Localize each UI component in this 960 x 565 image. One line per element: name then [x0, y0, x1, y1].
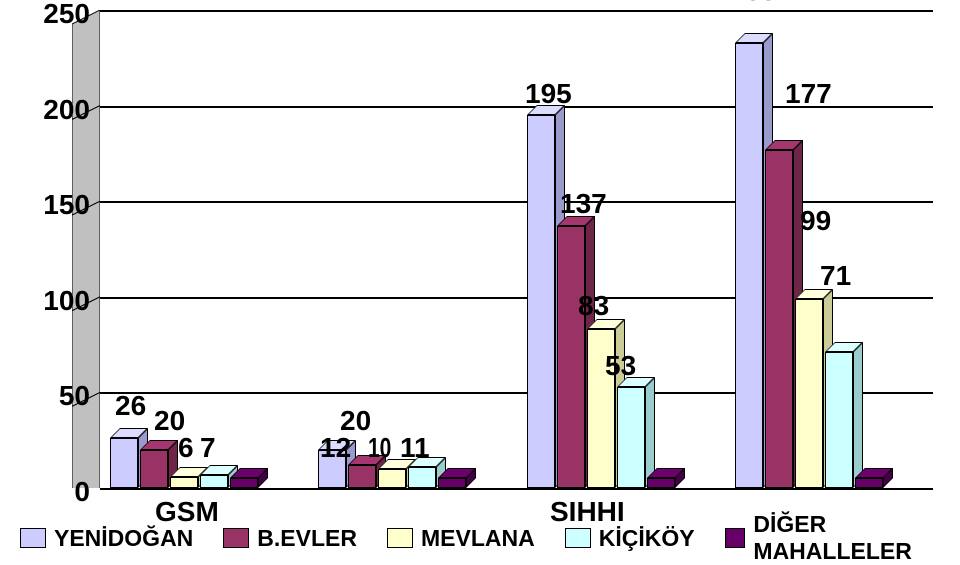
ytick: 150 [20, 189, 90, 221]
bar [735, 43, 763, 488]
value-label: 53 [605, 350, 636, 382]
bar [855, 478, 883, 488]
bar [527, 115, 555, 488]
plot-area: 2620672012101119513783532331779971 [100, 10, 933, 488]
legend-item: DİĞER MAHALLELER [725, 511, 940, 565]
legend-label: YENİDOĞAN [54, 525, 193, 552]
bar [378, 469, 406, 488]
legend-label: MEVLANA [421, 525, 535, 552]
xtick: SIHHI [550, 496, 625, 528]
ytick: 50 [20, 380, 90, 412]
bar [825, 352, 853, 488]
bar-chart: 2620672012101119513783532331779971 250 2… [10, 10, 950, 540]
value-label: 177 [785, 78, 832, 110]
value-label: 137 [560, 188, 607, 220]
legend-label: DİĞER MAHALLELER [753, 511, 940, 565]
legend-item: KİÇİKÖY [565, 525, 695, 552]
legend: YENİDOĞAN B.EVLER MEVLANA KİÇİKÖY DİĞER … [20, 525, 940, 551]
legend-item: MEVLANA [387, 525, 535, 552]
legend-label: KİÇİKÖY [599, 525, 695, 552]
legend-label: B.EVLER [257, 525, 357, 552]
legend-swatch [223, 528, 249, 548]
value-label: 6 [178, 432, 194, 464]
value-label: 7 [200, 432, 216, 464]
legend-swatch [565, 528, 591, 548]
bar [348, 465, 376, 488]
bar [230, 478, 258, 488]
legend-item: B.EVLER [223, 525, 357, 552]
bar [408, 467, 436, 488]
value-label: 99 [800, 205, 831, 237]
ytick: 200 [20, 94, 90, 126]
value-label: 12 [320, 432, 351, 464]
bar [795, 299, 823, 488]
value-label: 195 [525, 78, 572, 110]
bar [557, 226, 585, 488]
ytick: 100 [20, 285, 90, 317]
bar [647, 478, 675, 488]
value-label: 11 [400, 432, 430, 464]
ytick: 0 [20, 476, 90, 508]
grid-line [100, 488, 933, 490]
legend-swatch [725, 528, 746, 548]
legend-swatch [387, 528, 413, 548]
bar [200, 475, 228, 488]
side-wall [72, 10, 100, 488]
ytick: 250 [20, 0, 90, 30]
legend-item: YENİDOĞAN [20, 525, 193, 552]
bar [170, 477, 198, 488]
bar [140, 450, 168, 488]
bar [617, 387, 645, 488]
value-label: 83 [578, 290, 609, 322]
value-label: 71 [820, 260, 851, 292]
legend-swatch [20, 528, 46, 548]
value-label: 233 [730, 0, 777, 7]
value-label: 26 [115, 390, 146, 422]
value-label: 10 [368, 432, 391, 464]
bar [765, 150, 793, 488]
bar [438, 478, 466, 488]
bar [110, 438, 138, 488]
xtick: GSM [155, 496, 219, 528]
